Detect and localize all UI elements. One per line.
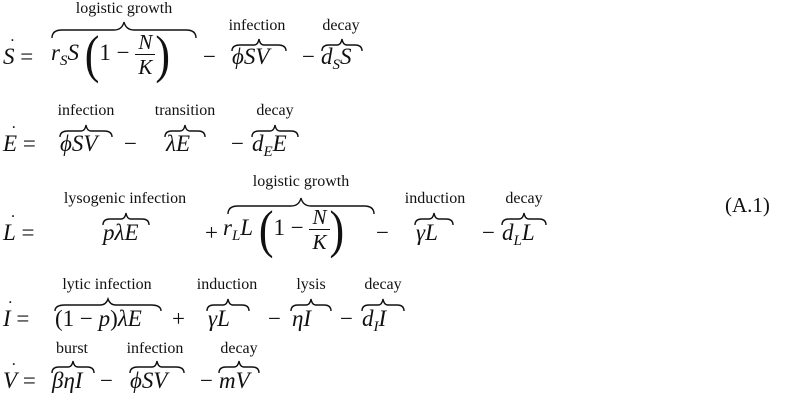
label-l-lysogenic-infection: lysogenic infection xyxy=(63,190,187,207)
term-i-lytic: (1 − p)λE xyxy=(55,306,142,331)
term-l-induction: γL xyxy=(416,220,438,245)
equation-number: (A.1) xyxy=(725,193,770,217)
minus: − xyxy=(376,220,389,245)
term-i-decay: dII xyxy=(362,306,387,335)
label-s-decay: decay xyxy=(322,17,360,34)
label-e-transition: transition xyxy=(154,102,216,119)
label-s-logistic-growth: logistic growth xyxy=(75,0,173,17)
brace-l-lysogenic xyxy=(102,212,150,226)
minus: − xyxy=(340,306,353,331)
lhs-i: I ˙ = xyxy=(3,297,30,331)
brace-i-lytic xyxy=(54,296,162,312)
label-i-decay: decay xyxy=(364,276,402,293)
brace-s-decay xyxy=(321,38,363,52)
label-e-decay: decay xyxy=(256,102,294,119)
brace-i-decay xyxy=(361,298,405,312)
term-l-lysogenic: pλE xyxy=(103,220,139,245)
label-i-lysis: lysis xyxy=(296,276,326,293)
term-v-burst: βηI xyxy=(52,368,83,393)
term-s-infection: ϕSV xyxy=(232,44,270,69)
minus: − xyxy=(203,44,216,69)
plus: + xyxy=(172,306,185,331)
term-e-decay: dEE xyxy=(252,131,287,160)
minus: − xyxy=(100,368,113,393)
label-e-infection: infection xyxy=(57,102,115,119)
label-l-decay: decay xyxy=(505,190,543,207)
brace-e-transition xyxy=(164,124,206,138)
label-s-infection: infection xyxy=(228,17,286,34)
label-i-induction: induction xyxy=(196,276,258,293)
plus: + xyxy=(205,220,218,245)
term-s-decay: dSS xyxy=(321,44,352,73)
label-v-burst: burst xyxy=(56,340,88,357)
label-l-logistic-growth: logistic growth xyxy=(252,173,350,190)
label-v-decay: decay xyxy=(220,340,258,357)
minus: − xyxy=(482,220,495,245)
lhs-e: E ˙ = xyxy=(3,122,36,156)
term-l-decay: dLL xyxy=(502,220,535,249)
term-i-lysis: ηI xyxy=(292,306,312,331)
minus: − xyxy=(302,44,315,69)
brace-l-induction xyxy=(414,212,454,226)
brace-v-infection xyxy=(129,360,185,374)
term-s-logistic: rSS (1 − N K) xyxy=(51,24,171,84)
term-l-logistic: rLL (1 − N K) xyxy=(223,199,345,259)
minus: − xyxy=(124,131,137,156)
brace-s-logistic xyxy=(51,21,197,39)
label-i-lytic-infection: lytic infection xyxy=(62,276,152,293)
lhs-v: V ˙ = xyxy=(3,359,36,393)
brace-l-logistic xyxy=(227,197,375,215)
minus: − xyxy=(231,131,244,156)
minus: − xyxy=(268,306,281,331)
label-v-infection: infection xyxy=(126,340,184,357)
minus: − xyxy=(200,368,213,393)
brace-l-decay xyxy=(501,212,547,226)
brace-s-infection xyxy=(231,38,287,52)
brace-i-induction xyxy=(206,298,250,312)
lhs-s: S ˙ = xyxy=(3,35,34,69)
term-v-decay: mV xyxy=(219,368,250,393)
term-v-infection: ϕSV xyxy=(130,368,168,393)
lhs-l: L ˙ = xyxy=(3,211,35,245)
term-e-infection: ϕSV xyxy=(60,131,98,156)
brace-v-burst xyxy=(51,360,95,374)
brace-i-lysis xyxy=(290,298,332,312)
brace-e-infection xyxy=(59,124,113,138)
brace-v-decay xyxy=(218,360,260,374)
label-l-induction: induction xyxy=(404,190,466,207)
term-i-induction: γL xyxy=(208,306,230,331)
term-e-transition: λE xyxy=(166,131,191,156)
brace-e-decay xyxy=(251,124,299,138)
